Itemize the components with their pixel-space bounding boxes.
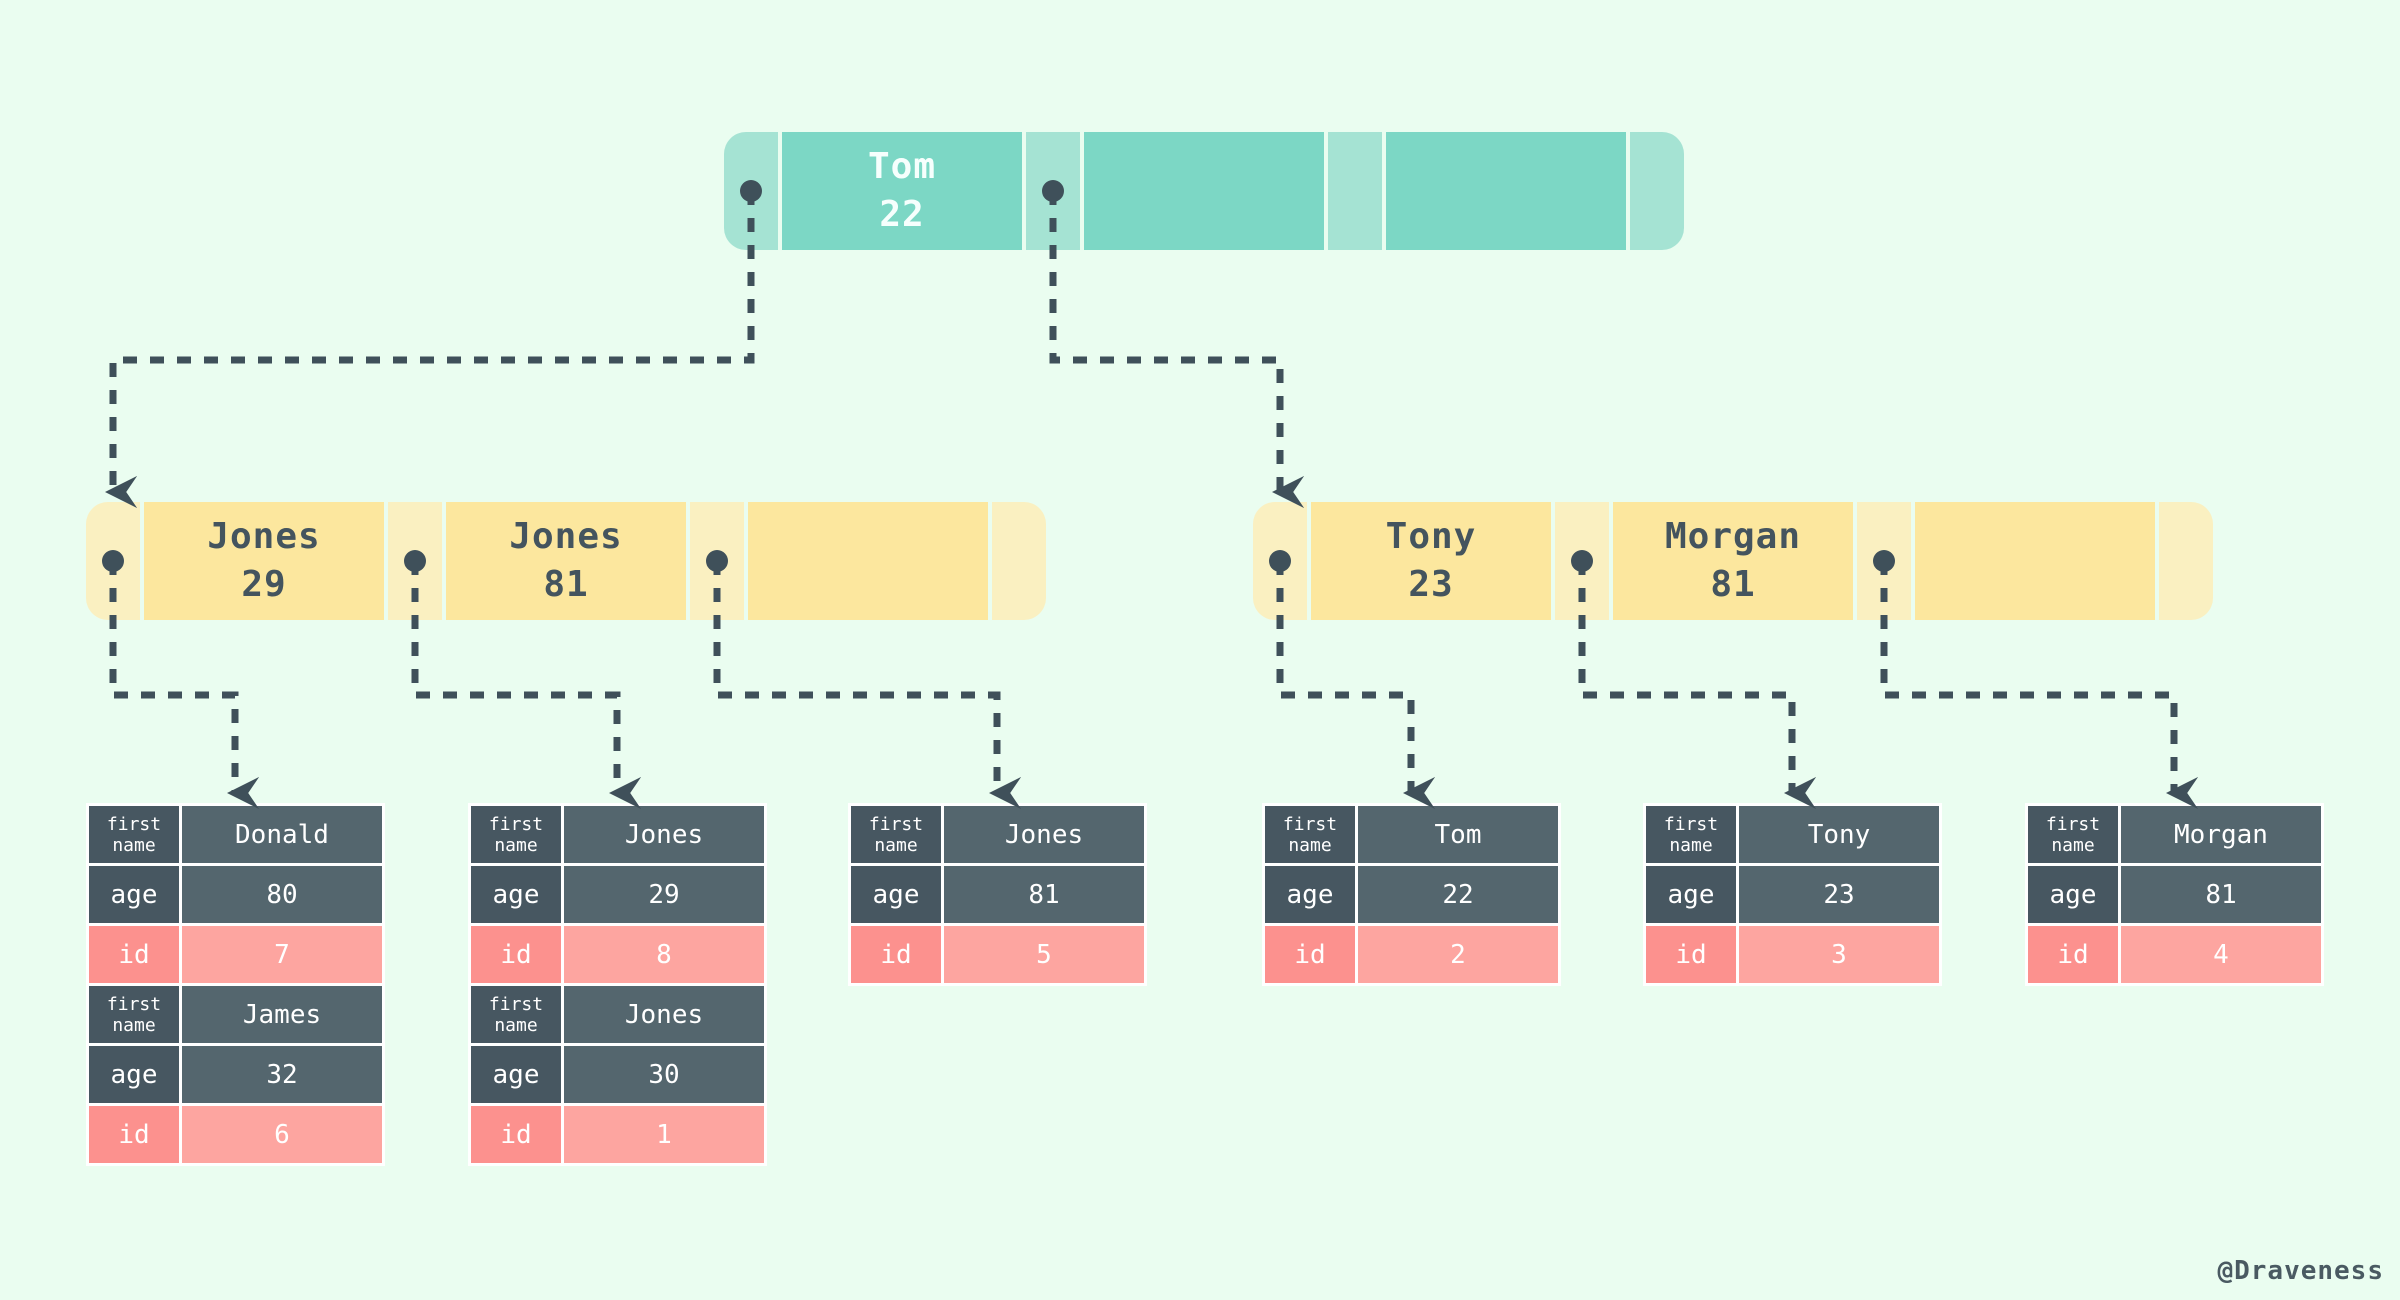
field-value: Donald [182,806,382,863]
connector-root-to-left-node [104,191,755,509]
field-label: id [2028,926,2118,983]
root-node: Tom 22 [724,132,1684,250]
field-label: id [471,1106,561,1163]
right-key-cell-1: Tony 23 [1311,502,1551,620]
key-name: Jones [509,516,623,557]
field-value: 2 [1358,926,1558,983]
field-value: 29 [564,866,764,923]
field-label: age [471,866,561,923]
field-value: 1 [564,1106,764,1163]
field-value: 7 [182,926,382,983]
field-label: age [471,1046,561,1103]
field-value: 32 [182,1046,382,1103]
key-age: 81 [1710,564,1756,605]
field-label: age [89,866,179,923]
field-label: first name [471,806,561,863]
right-pointer-cell-1 [1253,502,1307,620]
internal-node-left: Jones 29 Jones 81 [86,502,1046,620]
left-pointer-cell-1 [86,502,140,620]
right-key-cell-2: Morgan 81 [1613,502,1853,620]
key-name: Tony [1385,516,1477,557]
field-value: James [182,986,382,1043]
record-table-2: first name Jones age 29 id 8 first name … [468,803,767,1166]
field-label: id [1646,926,1736,983]
left-pointer-cell-3 [690,502,744,620]
record-table-5: first name Tony age 23 id 3 [1643,803,1942,986]
record-table-6: first name Morgan age 81 id 4 [2025,803,2324,986]
field-label: age [1265,866,1355,923]
field-label: id [851,926,941,983]
left-key-cell-2: Jones 81 [446,502,686,620]
field-value: Jones [944,806,1144,863]
field-label: id [471,926,561,983]
field-label: age [89,1046,179,1103]
field-label: id [1265,926,1355,983]
field-label: first name [1265,806,1355,863]
key-name: Morgan [1664,516,1802,557]
left-key-cell-1: Jones 29 [144,502,384,620]
right-key-cell-3 [1915,502,2155,620]
root-key-cell-1: Tom 22 [782,132,1022,250]
key-age: 81 [543,564,589,605]
field-value: 6 [182,1106,382,1163]
root-key-cell-2 [1084,132,1324,250]
key-name: Jones [207,516,321,557]
left-pointer-cell-2 [388,502,442,620]
record-table-3: first name Jones age 81 id 5 [848,803,1147,986]
right-pointer-cell-2 [1555,502,1609,620]
field-value: 80 [182,866,382,923]
field-value: Tom [1358,806,1558,863]
field-value: Morgan [2121,806,2321,863]
right-endcap [2159,502,2213,620]
field-value: 22 [1358,866,1558,923]
record-table-4: first name Tom age 22 id 2 [1262,803,1561,986]
root-pointer-cell-1 [724,132,778,250]
field-label: first name [1646,806,1736,863]
field-label: first name [471,986,561,1043]
right-pointer-cell-3 [1857,502,1911,620]
field-value: 8 [564,926,764,983]
field-label: first name [851,806,941,863]
field-value: Jones [564,806,764,863]
field-value: 81 [944,866,1144,923]
field-value: 30 [564,1046,764,1103]
left-endcap [992,502,1046,620]
key-age: 22 [879,194,925,235]
field-label: first name [2028,806,2118,863]
record-table-1: first name Donald age 80 id 7 first name… [86,803,385,1166]
field-label: age [1646,866,1736,923]
field-label: age [851,866,941,923]
field-value: 5 [944,926,1144,983]
root-pointer-cell-3 [1328,132,1382,250]
field-label: id [89,1106,179,1163]
left-key-cell-3 [748,502,988,620]
field-value: Tony [1739,806,1939,863]
root-endcap [1630,132,1684,250]
field-value: Jones [564,986,764,1043]
field-value: 3 [1739,926,1939,983]
field-value: 23 [1739,866,1939,923]
key-age: 29 [241,564,287,605]
field-value: 4 [2121,926,2321,983]
root-key-cell-3 [1386,132,1626,250]
watermark: @Draveness [2217,1256,2384,1286]
field-label: first name [89,806,179,863]
field-value: 81 [2121,866,2321,923]
field-label: age [2028,866,2118,923]
field-label: first name [89,986,179,1043]
field-label: id [89,926,179,983]
key-name: Tom [867,146,937,187]
root-pointer-cell-2 [1026,132,1080,250]
internal-node-right: Tony 23 Morgan 81 [1253,502,2213,620]
key-age: 23 [1408,564,1454,605]
